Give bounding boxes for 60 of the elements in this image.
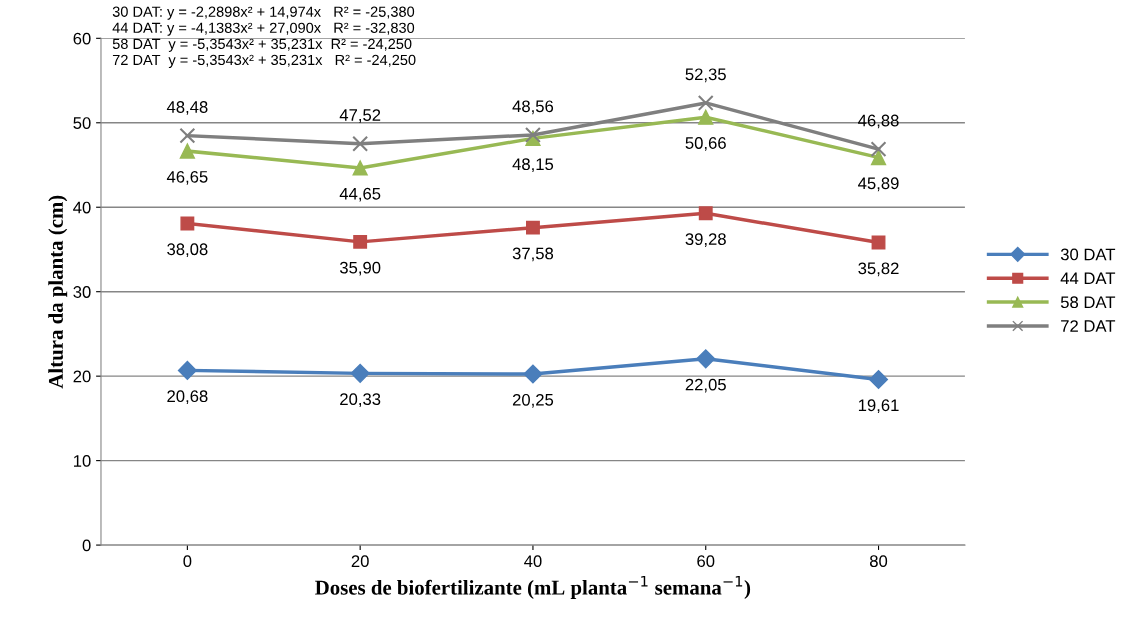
data-label: 46,88: [858, 114, 899, 129]
point: [179, 127, 196, 144]
x-axis-title: Doses de biofertilizante (mL planta$^{−1}$ semana$^{−1}$): [315, 575, 751, 599]
point: [179, 143, 196, 159]
point: [177, 360, 197, 380]
point: [696, 349, 716, 369]
legend-label: 30 DAT: [1060, 248, 1116, 261]
data-label: 45,89: [858, 177, 899, 192]
point: [870, 149, 887, 166]
point: [352, 135, 369, 152]
point: [524, 126, 541, 143]
data-label: 20,68: [167, 390, 208, 405]
data-label: 46,65: [166, 170, 208, 185]
y-tick-label: 40: [73, 201, 91, 214]
data-label: 47,52: [339, 109, 381, 123]
text: 30 DAT: y = -2,2898x² + 14,974x R² = -25,380: [112, 6, 415, 20]
data-label: 39,28: [685, 233, 726, 247]
point: [698, 206, 713, 221]
point: [350, 363, 370, 383]
data-label: 44,65: [339, 187, 381, 202]
legend-label: 58 DAT: [1060, 296, 1116, 309]
data-label: 20,33: [340, 393, 381, 408]
annotation: 58 DAT y = -5,3543x² + 35,231x R² = -24,250: [112, 38, 412, 52]
x-tick-label: 0: [183, 555, 192, 568]
text: 44 DAT: y = -4,1383x² + 27,090x R² = -32,830: [112, 22, 415, 36]
x-tick-label: 20: [351, 555, 369, 568]
point: [353, 234, 368, 249]
data-label: 20,25: [512, 393, 554, 408]
y-tick-label: 0: [82, 539, 91, 552]
x-tick-label: 40: [524, 555, 542, 568]
point: [352, 160, 368, 176]
y-tick-label: 30: [73, 286, 91, 298]
legend-label: 72 DAT: [1061, 320, 1116, 332]
data-label: 38,08: [167, 243, 208, 258]
point: [870, 141, 887, 158]
data-label: 37,58: [512, 247, 554, 262]
data-label: 22,05: [685, 378, 726, 393]
annotation: 72 DAT y = -5,3543x² + 35,231x R² = -24,250: [112, 54, 416, 68]
legend-label: 44 DAT: [1060, 272, 1116, 285]
point: [697, 94, 714, 111]
data-label: 19,61: [858, 399, 899, 414]
data-label: 50,66: [685, 137, 726, 151]
data-label: 35,82: [858, 262, 899, 277]
data-label: 48,48: [166, 101, 208, 115]
x-tick-label: 60: [697, 555, 715, 568]
point: [523, 364, 543, 384]
data-label: 52,35: [685, 68, 726, 83]
x-tick-label: 80: [869, 555, 888, 568]
y-tick-label: 60: [73, 32, 91, 45]
point: [868, 369, 889, 389]
y-tick-label: 10: [73, 455, 91, 467]
data-label: 48,56: [512, 100, 554, 115]
point: [526, 220, 540, 235]
y-tick-label: 50: [73, 117, 91, 129]
data-label: 35,90: [339, 261, 381, 276]
point: [180, 216, 195, 231]
y-tick-label: 20: [73, 370, 91, 383]
y-axis-title: Altura da planta (cm): [48, 195, 68, 389]
point: [698, 109, 714, 125]
data-label: 48,15: [512, 158, 554, 173]
